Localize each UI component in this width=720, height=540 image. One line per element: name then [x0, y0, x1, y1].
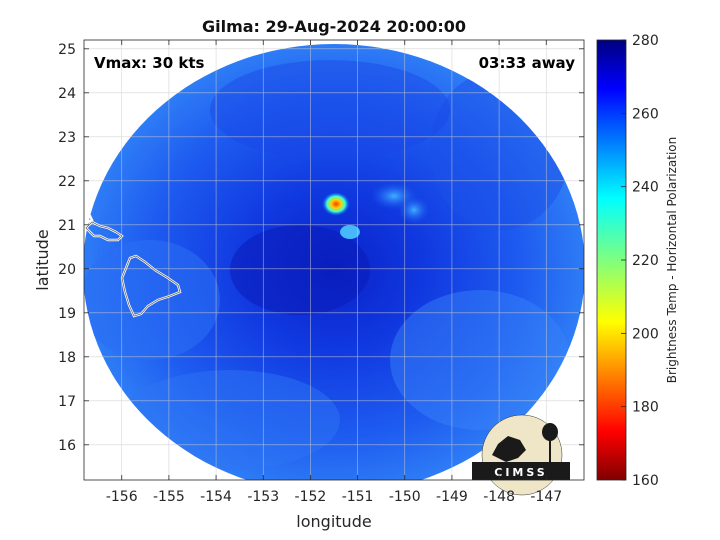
island-kahoolawe [84, 214, 94, 224]
y-tick-label: 25 [58, 42, 76, 58]
x-tick-label: -150 [389, 489, 421, 505]
cimss-logo: CIMSS [472, 414, 570, 496]
y-tick-label: 21 [58, 218, 76, 234]
x-tick-label: -152 [295, 489, 327, 505]
y-tick-label: 24 [58, 86, 76, 102]
y-tick-label: 23 [58, 130, 76, 146]
y-tick-label: 19 [58, 306, 76, 322]
x-tick-label: -153 [247, 489, 279, 505]
time-away-label: 03:33 away [479, 54, 576, 72]
x-axis: -156 -155 -154 -153 -152 -151 -150 -149 -148 -147 [106, 40, 562, 505]
y-tick-label: 17 [58, 394, 76, 410]
colorbar-tick-label: 160 [632, 473, 659, 489]
colorbar-tick-label: 280 [632, 33, 659, 49]
colorbar-tick-label: 180 [632, 400, 659, 416]
x-tick-label: -154 [200, 489, 232, 505]
feature-rainband-2 [398, 196, 430, 224]
colorbar-ticks: 160 180 200 220 240 260 280 [621, 33, 659, 489]
feature-cold-patch [340, 225, 360, 239]
grid [84, 40, 584, 480]
colorbar-tick-label: 260 [632, 106, 659, 122]
colorbar-tick-label: 200 [632, 326, 659, 342]
chart-title: Gilma: 29-Aug-2024 20:00:00 [202, 17, 466, 36]
x-tick-label: -151 [342, 489, 374, 505]
y-tick-label: 20 [58, 262, 76, 278]
swath-image [84, 44, 584, 480]
x-axis-label: longitude [296, 512, 371, 531]
colorbar-tick-label: 220 [632, 253, 659, 269]
x-tick-label: -147 [530, 489, 562, 505]
x-tick-label: -155 [153, 489, 185, 505]
colorbar-tick-label: 240 [632, 180, 659, 196]
logo-text: CIMSS [494, 466, 547, 479]
y-axis: 16 17 18 19 20 21 22 23 24 25 [58, 42, 584, 454]
x-tick-label: -148 [483, 489, 515, 505]
colorbar-label: Brightness Temp - Horizontal Polarizatio… [665, 137, 679, 384]
y-tick-label: 18 [58, 350, 76, 366]
feature-cold-core [322, 192, 350, 216]
y-tick-label: 22 [58, 174, 76, 190]
y-axis-label: latitude [33, 229, 52, 290]
x-tick-label: -156 [106, 489, 138, 505]
axes-frame [83, 39, 585, 481]
x-tick-label: -149 [436, 489, 468, 505]
vmax-label: Vmax: 30 kts [94, 54, 204, 72]
y-tick-label: 16 [58, 438, 76, 454]
